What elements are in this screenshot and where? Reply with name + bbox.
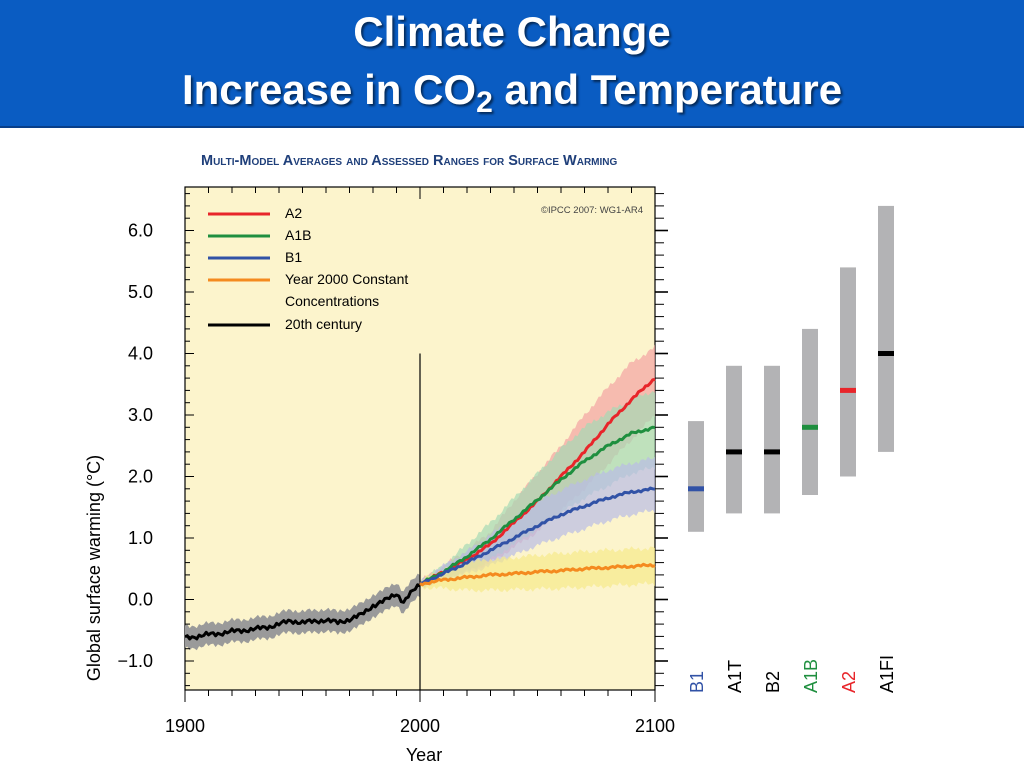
range-label-a2: A2 — [839, 671, 859, 693]
y-tick-label: 5.0 — [128, 282, 153, 302]
best-estimate-a1fi — [878, 351, 894, 356]
best-estimate-a2 — [840, 387, 856, 393]
warming-chart: Multi-Model Averages and Assessed Ranges… — [84, 153, 897, 765]
y-tick-label: −1.0 — [117, 651, 153, 671]
y-tick-label: 4.0 — [128, 344, 153, 364]
legend-label-b1: B1 — [285, 249, 302, 265]
legend-label-year-2000-constant: Year 2000 Constant — [285, 271, 408, 287]
line-20th-century — [184, 583, 421, 641]
legend: A2 A1B B1 Year 2000 Constant Concentrations 2… — [208, 205, 408, 332]
band-a2 — [420, 344, 655, 588]
assessed-ranges: B1 A1T B2 A1B A2 A1FI — [687, 205, 897, 693]
x-tick-label: 1900 — [165, 716, 205, 736]
slide-title-line1: Climate Change — [353, 8, 671, 55]
x-axis-label: Year — [406, 745, 442, 765]
y-tick-labels: 6.0 5.0 4.0 3.0 2.0 1.0 0.0 −1.0 — [117, 221, 153, 672]
axis-ticks — [184, 187, 668, 702]
best-estimate-a1t — [726, 449, 742, 455]
range-bar-a1fi — [878, 205, 894, 452]
y-axis-label: Global surface warming (°C) — [84, 455, 104, 681]
line-a1b — [419, 425, 656, 586]
band-year-2000-constant-concentrations — [420, 546, 655, 593]
range-label-b2: B2 — [763, 671, 783, 693]
range-bar-a1b — [802, 328, 818, 495]
legend-label-year-2000-constant-line2: Concentrations — [285, 293, 379, 309]
legend-label-a2: A2 — [285, 205, 302, 221]
range-label-a1fi: A1FI — [877, 655, 897, 693]
range-bar-a1t — [726, 365, 742, 514]
title-line2-pre: Increase in CO — [181, 66, 477, 113]
best-estimate-a1b — [802, 424, 818, 430]
range-label-a1t: A1T — [725, 660, 745, 693]
chart-title: Multi-Model Averages and Assessed Ranges… — [201, 153, 617, 169]
range-label-a1b: A1B — [801, 659, 821, 693]
range-bar-a2 — [840, 267, 856, 477]
slide-title-line2: Increase in CO2 and Temperature — [0, 66, 1024, 120]
x-tick-labels: 1900 2000 2100 — [165, 716, 675, 736]
x-tick-label: 2100 — [635, 716, 675, 736]
y-tick-label: 1.0 — [128, 528, 153, 548]
y-tick-label: 6.0 — [128, 221, 153, 241]
y-tick-label: 2.0 — [128, 467, 153, 487]
title-line2-subscript: 2 — [476, 86, 493, 119]
range-label-b1: B1 — [687, 671, 707, 693]
line-b1 — [419, 486, 656, 585]
legend-label-a1b: A1B — [285, 227, 311, 243]
legend-label-20th-century: 20th century — [285, 316, 362, 332]
best-estimate-b1 — [688, 486, 704, 492]
series-lines — [184, 377, 656, 641]
title-banner: Climate Change Increase in CO2 and Tempe… — [0, 0, 1024, 128]
line-year-2000-constant-concentrations — [419, 562, 656, 587]
x-tick-label: 2000 — [400, 716, 440, 736]
y-tick-label: 0.0 — [128, 590, 153, 610]
y-tick-label: 3.0 — [128, 405, 153, 425]
title-line2-post: and Temperature — [492, 66, 843, 113]
range-bar-b1 — [688, 421, 704, 532]
range-bar-b2 — [764, 365, 780, 514]
copyright-note: ©IPCC 2007: WG1-AR4 — [541, 205, 643, 216]
best-estimate-b2 — [764, 449, 780, 455]
